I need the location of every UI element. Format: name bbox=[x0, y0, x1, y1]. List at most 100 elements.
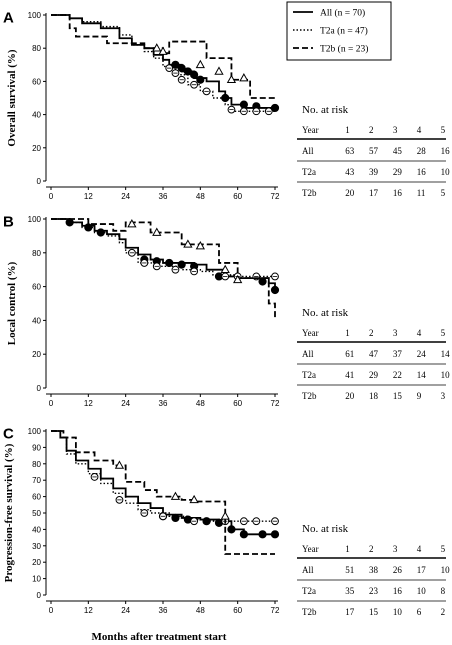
censor-mark-all bbox=[171, 513, 180, 523]
risk-table-header-cell: 2 bbox=[369, 544, 374, 554]
risk-table-title: No. at risk bbox=[302, 104, 349, 116]
censor-mark-t2b bbox=[152, 227, 162, 236]
risk-table-cell: 17 bbox=[345, 607, 355, 617]
risk-table-header-cell: 5 bbox=[441, 125, 446, 135]
risk-table-cell: T2a bbox=[302, 167, 316, 177]
x-tick-label: 0 bbox=[49, 399, 54, 408]
series-dotted bbox=[51, 430, 279, 526]
y-tick-label: 0 bbox=[37, 384, 42, 393]
risk-table-cell: 57 bbox=[369, 146, 379, 156]
risk-table-cell: 28 bbox=[417, 146, 427, 156]
risk-table-header-cell: 3 bbox=[393, 328, 398, 338]
y-tick-label: 20 bbox=[32, 350, 41, 359]
risk-table-header-cell: 2 bbox=[369, 125, 374, 135]
risk-table-cell: 29 bbox=[369, 370, 379, 380]
risk-table-header-cell: Year bbox=[302, 125, 319, 135]
x-tick-label: 60 bbox=[233, 606, 242, 615]
x-tick-label: 60 bbox=[233, 192, 242, 201]
y-tick-label: 60 bbox=[32, 283, 41, 292]
risk-table-header-cell: 5 bbox=[441, 328, 446, 338]
km-curve-dotted bbox=[51, 218, 275, 278]
km-curve-dotted bbox=[51, 14, 275, 112]
censor-mark-all bbox=[171, 60, 180, 69]
risk-table-cell: 16 bbox=[393, 188, 403, 198]
series-dotted bbox=[51, 14, 275, 116]
y-tick-label: 30 bbox=[32, 542, 41, 551]
censor-mark-t2b bbox=[114, 460, 125, 469]
panel-a: A 0 20 40 60 80 100 0 12 24 36 48 60 72 Overall surviv… bbox=[3, 9, 280, 201]
censor-mark-all bbox=[227, 525, 236, 534]
risk-table-cell: 6 bbox=[417, 607, 422, 617]
risk-table-cell: 16 bbox=[441, 146, 451, 156]
risk-table-cell: T2a bbox=[302, 586, 316, 596]
x-tick-label: 36 bbox=[159, 399, 168, 408]
panel-b: B 0 20 40 60 80 100 0 12 24 36 48 60 72 Local control … bbox=[3, 213, 280, 408]
x-axis-label: Months after treatment start bbox=[92, 631, 227, 643]
y-tick-label: 100 bbox=[28, 11, 42, 20]
censor-mark-all bbox=[270, 103, 280, 113]
y-axis-label: Local control (%) bbox=[6, 261, 18, 345]
risk-table-cell: 10 bbox=[441, 370, 451, 380]
x-tick-label: 36 bbox=[159, 192, 168, 201]
risk-table-header-cell: Year bbox=[302, 544, 319, 554]
censor-mark-all bbox=[165, 258, 174, 268]
series-dotted bbox=[51, 218, 279, 281]
x-tick-label: 36 bbox=[159, 606, 168, 615]
y-tick-label: 90 bbox=[32, 443, 41, 452]
censor-mark-t2b bbox=[195, 59, 205, 69]
legend: All (n = 70) T2a (n = 47) T2b (n = 23) bbox=[286, 1, 392, 61]
risk-table-cell: 10 bbox=[393, 607, 403, 617]
censor-mark-t2b bbox=[220, 511, 230, 520]
censor-mark-t2b bbox=[239, 73, 249, 82]
risk-table-header-cell: 5 bbox=[441, 544, 446, 554]
y-tick-label: 60 bbox=[32, 493, 41, 502]
y-axis-label: Progression-free survival (%) bbox=[3, 443, 15, 582]
risk-table-cell: 18 bbox=[369, 391, 379, 401]
censor-mark-t2b bbox=[214, 66, 224, 75]
x-tick-label: 12 bbox=[84, 399, 93, 408]
risk-table-header-cell: 4 bbox=[417, 328, 422, 338]
risk-table-header-cell: 1 bbox=[345, 328, 350, 338]
risk-table-cell: 43 bbox=[345, 167, 355, 177]
risk-table-cell: 10 bbox=[441, 565, 451, 575]
x-tick-label: 0 bbox=[49, 606, 54, 615]
x-tick-label: 72 bbox=[271, 606, 280, 615]
km-curve-dashed bbox=[51, 218, 276, 319]
risk-table-cell: 17 bbox=[369, 188, 379, 198]
risk-table-cell: 16 bbox=[417, 167, 427, 177]
censor-mark-t2b bbox=[170, 491, 181, 500]
y-tick-label: 100 bbox=[28, 427, 42, 436]
censor-mark-all bbox=[270, 530, 280, 539]
y-tick-label: 20 bbox=[32, 144, 41, 153]
risk-table-header-cell: 4 bbox=[417, 544, 422, 554]
risk-table-cell: 38 bbox=[369, 565, 379, 575]
risk-table-cell: T2b bbox=[302, 391, 317, 401]
risk-table-cell: 17 bbox=[417, 565, 427, 575]
series-dashed bbox=[51, 14, 275, 99]
legend-label: T2a (n = 47) bbox=[320, 26, 368, 37]
x-tick-label: 60 bbox=[233, 399, 242, 408]
risk-table-cell: 29 bbox=[393, 167, 403, 177]
risk-table-cell: 9 bbox=[417, 391, 422, 401]
risk-table-cell: 24 bbox=[417, 349, 427, 359]
y-tick-label: 20 bbox=[32, 558, 41, 567]
series-solid bbox=[51, 14, 280, 113]
panel-letter: A bbox=[3, 9, 14, 26]
km-curve-solid bbox=[51, 218, 276, 290]
risk-table-cell: 63 bbox=[345, 146, 355, 156]
risk-table-cell: 14 bbox=[441, 349, 451, 359]
series-dashed bbox=[51, 430, 275, 555]
y-tick-label: 40 bbox=[32, 316, 41, 325]
risk-table-cell: 14 bbox=[417, 370, 427, 380]
censor-mark-t2b bbox=[127, 219, 137, 228]
x-tick-label: 72 bbox=[271, 399, 280, 408]
x-tick-label: 12 bbox=[84, 192, 93, 201]
y-tick-label: 100 bbox=[28, 215, 42, 224]
risk-table-cell: 20 bbox=[345, 391, 355, 401]
risk-table-cell: 39 bbox=[369, 167, 379, 177]
series-dashed bbox=[51, 218, 276, 319]
y-tick-label: 80 bbox=[32, 249, 41, 258]
y-tick-label: 70 bbox=[32, 476, 41, 485]
